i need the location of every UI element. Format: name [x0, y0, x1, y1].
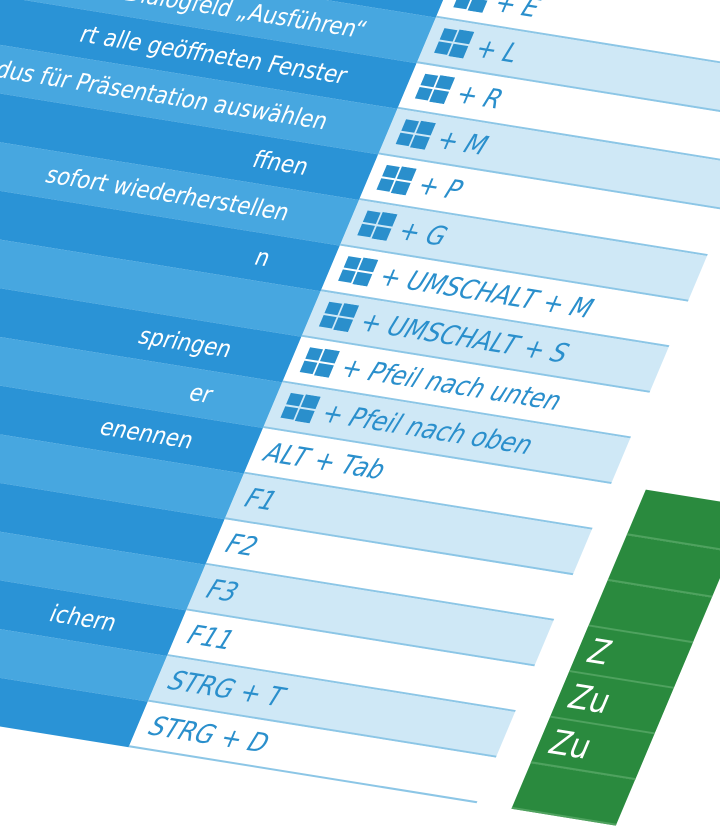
shortcut-cell-text: + P — [413, 170, 467, 207]
shortcut-cell-text: + E — [489, 0, 545, 24]
windows-icon — [414, 73, 456, 105]
description-cell-text: ffnen — [248, 145, 314, 181]
windows-icon — [395, 119, 436, 150]
shortcut-cell: + Pfeil nach oben — [263, 382, 631, 484]
shortcut-cell: + P — [359, 154, 720, 256]
windows-icon — [299, 347, 340, 378]
shortcut-cell-text: F3 — [201, 574, 243, 609]
description-cell-text: n — [250, 243, 275, 272]
shortcut-cell: + UMSCHALT + M — [320, 245, 688, 348]
shortcut-cell: + M — [378, 108, 720, 211]
shortcut-cell-text: + R — [451, 78, 508, 116]
side-label-text: Zu — [561, 677, 617, 722]
description-cell-text: ichern — [45, 599, 122, 637]
shortcut-cell-text: + M — [432, 124, 493, 162]
windows-icon — [433, 28, 475, 59]
shortcut-cell: + G — [339, 200, 707, 302]
shortcut-cell-text: + G — [393, 215, 452, 253]
shortcut-cell-text: STRG + T — [163, 665, 289, 714]
shortcut-cell-text: F2 — [221, 528, 263, 563]
side-label-text: Z — [581, 631, 618, 674]
shortcut-cell: + R — [397, 63, 720, 165]
shortcut-cell: + E — [435, 0, 720, 74]
shortcut-cell-text: STRG + D — [144, 711, 274, 760]
description-cell-text: enennen — [95, 412, 199, 455]
shortcut-cell-text: F11 — [182, 619, 239, 657]
windows-icon — [337, 256, 379, 287]
shortcut-cell: + Pfeil nach unten — [282, 336, 650, 439]
shortcut-cell: + UMSCHALT + S — [301, 291, 669, 393]
windows-icon — [357, 210, 398, 241]
shortcut-cell-text: + L — [470, 33, 524, 70]
shortcut-cell: + L — [416, 17, 720, 120]
windows-icon — [280, 392, 321, 424]
side-label-text: Zu — [542, 723, 598, 768]
windows-icon — [453, 0, 488, 13]
shortcut-cell-text: F1 — [240, 483, 282, 518]
description-cell-text: springen — [134, 321, 237, 364]
description-cell-text: er — [184, 378, 218, 409]
windows-icon — [376, 164, 417, 196]
windows-icon — [318, 301, 360, 333]
